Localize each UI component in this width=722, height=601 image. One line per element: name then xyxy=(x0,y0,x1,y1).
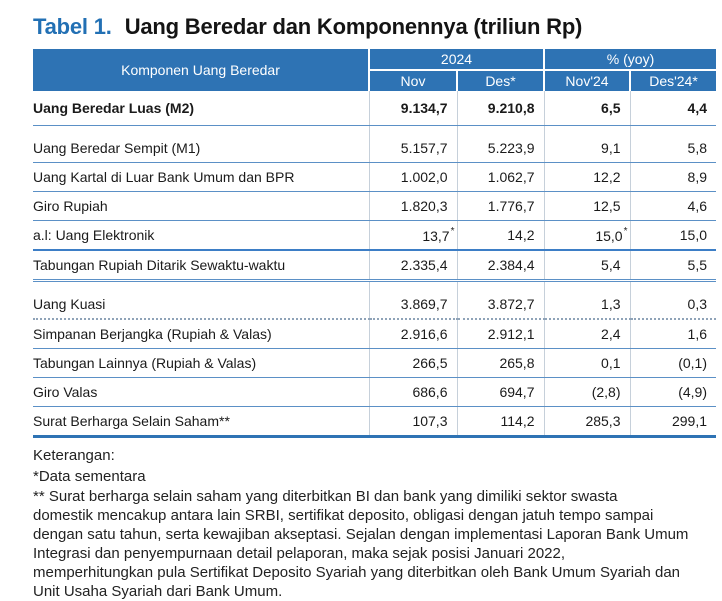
value-des: 2.384,4 xyxy=(456,250,544,282)
row-label: Surat Berharga Selain Saham** xyxy=(33,406,369,438)
row-label: Giro Rupiah xyxy=(33,191,369,221)
value-des: 2.912,1 xyxy=(456,319,544,349)
notes: Keterangan: *Data sementara ** Surat ber… xyxy=(33,445,722,601)
value-des: 9.210,8 xyxy=(456,91,544,126)
footnote-surat-berharga-line-4: Integrasi dan penyempurnaan detail pelap… xyxy=(33,545,566,562)
row-label: Uang Beredar Luas (M2) xyxy=(33,91,369,126)
column-group-2024: 2024 xyxy=(368,49,544,70)
table-row-uang-kartal: Uang Kartal di Luar Bank Umum dan BPR 1.… xyxy=(33,162,717,192)
row-label: a.l: Uang Elektronik xyxy=(33,220,369,251)
value-des24: 299,1 xyxy=(629,406,717,438)
row-label: Tabungan Lainnya (Rupiah & Valas) xyxy=(33,348,369,378)
value-des: 265,8 xyxy=(456,348,544,378)
spacer-row xyxy=(33,280,717,290)
value-des24: 4,4 xyxy=(629,91,717,126)
value-nov24: 0,1 xyxy=(543,348,630,378)
footnote-surat-berharga-line-3: dengan satu tahun, serta kewajiban aksep… xyxy=(33,526,689,543)
footnote-surat-berharga-line-1: ** Surat berharga selain saham yang dite… xyxy=(33,488,618,505)
value-nov: 3.869,7 xyxy=(368,290,457,320)
column-group-yoy: % (yoy) xyxy=(542,49,717,70)
column-header-nov24: Nov'24 xyxy=(543,69,630,91)
table-row-m2: Uang Beredar Luas (M2) 9.134,7 9.210,8 6… xyxy=(33,91,717,126)
footnote-surat-berharga-line-6: Unit Usaha Syariah dari Bank Umum. xyxy=(33,583,283,600)
value-nov24: 12,2 xyxy=(543,162,630,192)
value-des24: 1,6 xyxy=(629,319,717,349)
column-header-des24: Des'24* xyxy=(628,69,717,91)
value-nov24: 285,3 xyxy=(543,406,630,438)
footnote-marker-icon: * xyxy=(623,226,628,237)
value-nov: 2.335,4 xyxy=(368,250,457,282)
value-nov: 2.916,6 xyxy=(368,319,457,349)
row-label: Uang Kuasi xyxy=(33,290,369,320)
table-header: Komponen Uang Beredar 2024 % (yoy) Nov D… xyxy=(33,49,717,91)
value-nov: 686,6 xyxy=(368,377,457,407)
value-des: 14,2 xyxy=(456,220,544,251)
column-header-des: Des* xyxy=(456,69,544,91)
notes-heading: Keterangan: xyxy=(33,447,115,464)
footnote-surat-berharga-line-5: memperhitungkan pula Sertifikat Deposito… xyxy=(33,564,681,581)
value-des: 1.776,7 xyxy=(456,191,544,221)
value-nov: 266,5 xyxy=(368,348,457,378)
row-label: Uang Beredar Sempit (M1) xyxy=(33,134,369,163)
value-des24: 15,0 xyxy=(629,220,717,251)
table-row-uang-kuasi: Uang Kuasi 3.869,7 3.872,7 1,3 0,3 xyxy=(33,290,717,320)
value-des: 694,7 xyxy=(456,377,544,407)
value-nov: 1.820,3 xyxy=(368,191,457,221)
money-supply-table: Komponen Uang Beredar 2024 % (yoy) Nov D… xyxy=(33,49,717,438)
table-row-m1: Uang Beredar Sempit (M1) 5.157,7 5.223,9… xyxy=(33,134,717,163)
value-des: 114,2 xyxy=(456,406,544,438)
value-des24: 8,9 xyxy=(629,162,717,192)
table-row-tabungan-lainnya: Tabungan Lainnya (Rupiah & Valas) 266,5 … xyxy=(33,348,717,378)
value-des24: (0,1) xyxy=(629,348,717,378)
table-row-surat-berharga: Surat Berharga Selain Saham** 107,3 114,… xyxy=(33,406,717,438)
value-nov: 5.157,7 xyxy=(368,134,457,163)
page-title: Tabel 1. Uang Beredar dan Komponennya (tr… xyxy=(33,14,722,40)
row-label: Simpanan Berjangka (Rupiah & Valas) xyxy=(33,319,369,349)
value-nov24: 6,5 xyxy=(543,91,630,126)
value-nov24: 2,4 xyxy=(543,319,630,349)
footnote-data-sementara: *Data sementara xyxy=(33,468,146,485)
table-row-simpanan-berjangka: Simpanan Berjangka (Rupiah & Valas) 2.91… xyxy=(33,319,717,349)
spacer-row xyxy=(33,125,717,134)
value-nov24: 15,0* xyxy=(543,220,630,251)
row-label: Uang Kartal di Luar Bank Umum dan BPR xyxy=(33,162,369,192)
value-des: 3.872,7 xyxy=(456,290,544,320)
table-title-text: Uang Beredar dan Komponennya (triliun Rp… xyxy=(124,14,583,39)
value-nov: 1.002,0 xyxy=(368,162,457,192)
value-nov24: 5,4 xyxy=(543,250,630,282)
footnote-surat-berharga-line-2: domestik mencakup antara lain SRBI, sert… xyxy=(33,507,654,524)
row-label: Tabungan Rupiah Ditarik Sewaktu-waktu xyxy=(33,250,369,282)
value-nov24: 9,1 xyxy=(543,134,630,163)
value-des24: 5,5 xyxy=(629,250,717,282)
table-row-tabungan-rupiah: Tabungan Rupiah Ditarik Sewaktu-waktu 2.… xyxy=(33,250,717,282)
value-des: 5.223,9 xyxy=(456,134,544,163)
value-des24: 0,3 xyxy=(629,290,717,320)
table-row-giro-rupiah: Giro Rupiah 1.820,3 1.776,7 12,5 4,6 xyxy=(33,191,717,221)
row-label: Giro Valas xyxy=(33,377,369,407)
value-nov24: (2,8) xyxy=(543,377,630,407)
value-nov: 107,3 xyxy=(368,406,457,438)
value-des24: 4,6 xyxy=(629,191,717,221)
column-header-nov: Nov xyxy=(368,69,457,91)
value-des24: 5,8 xyxy=(629,134,717,163)
value-nov: 9.134,7 xyxy=(368,91,457,126)
value-nov24: 1,3 xyxy=(543,290,630,320)
value-des24: (4,9) xyxy=(629,377,717,407)
table-row-uang-elektronik: a.l: Uang Elektronik 13,7* 14,2 15,0* 15… xyxy=(33,220,717,251)
footnote-marker-icon: * xyxy=(450,226,455,237)
value-nov24: 12,5 xyxy=(543,191,630,221)
table-number: Tabel 1. xyxy=(33,14,112,39)
value-des: 1.062,7 xyxy=(456,162,544,192)
value-nov: 13,7* xyxy=(368,220,457,251)
table-row-giro-valas: Giro Valas 686,6 694,7 (2,8) (4,9) xyxy=(33,377,717,407)
column-header-komponen: Komponen Uang Beredar xyxy=(33,49,369,91)
